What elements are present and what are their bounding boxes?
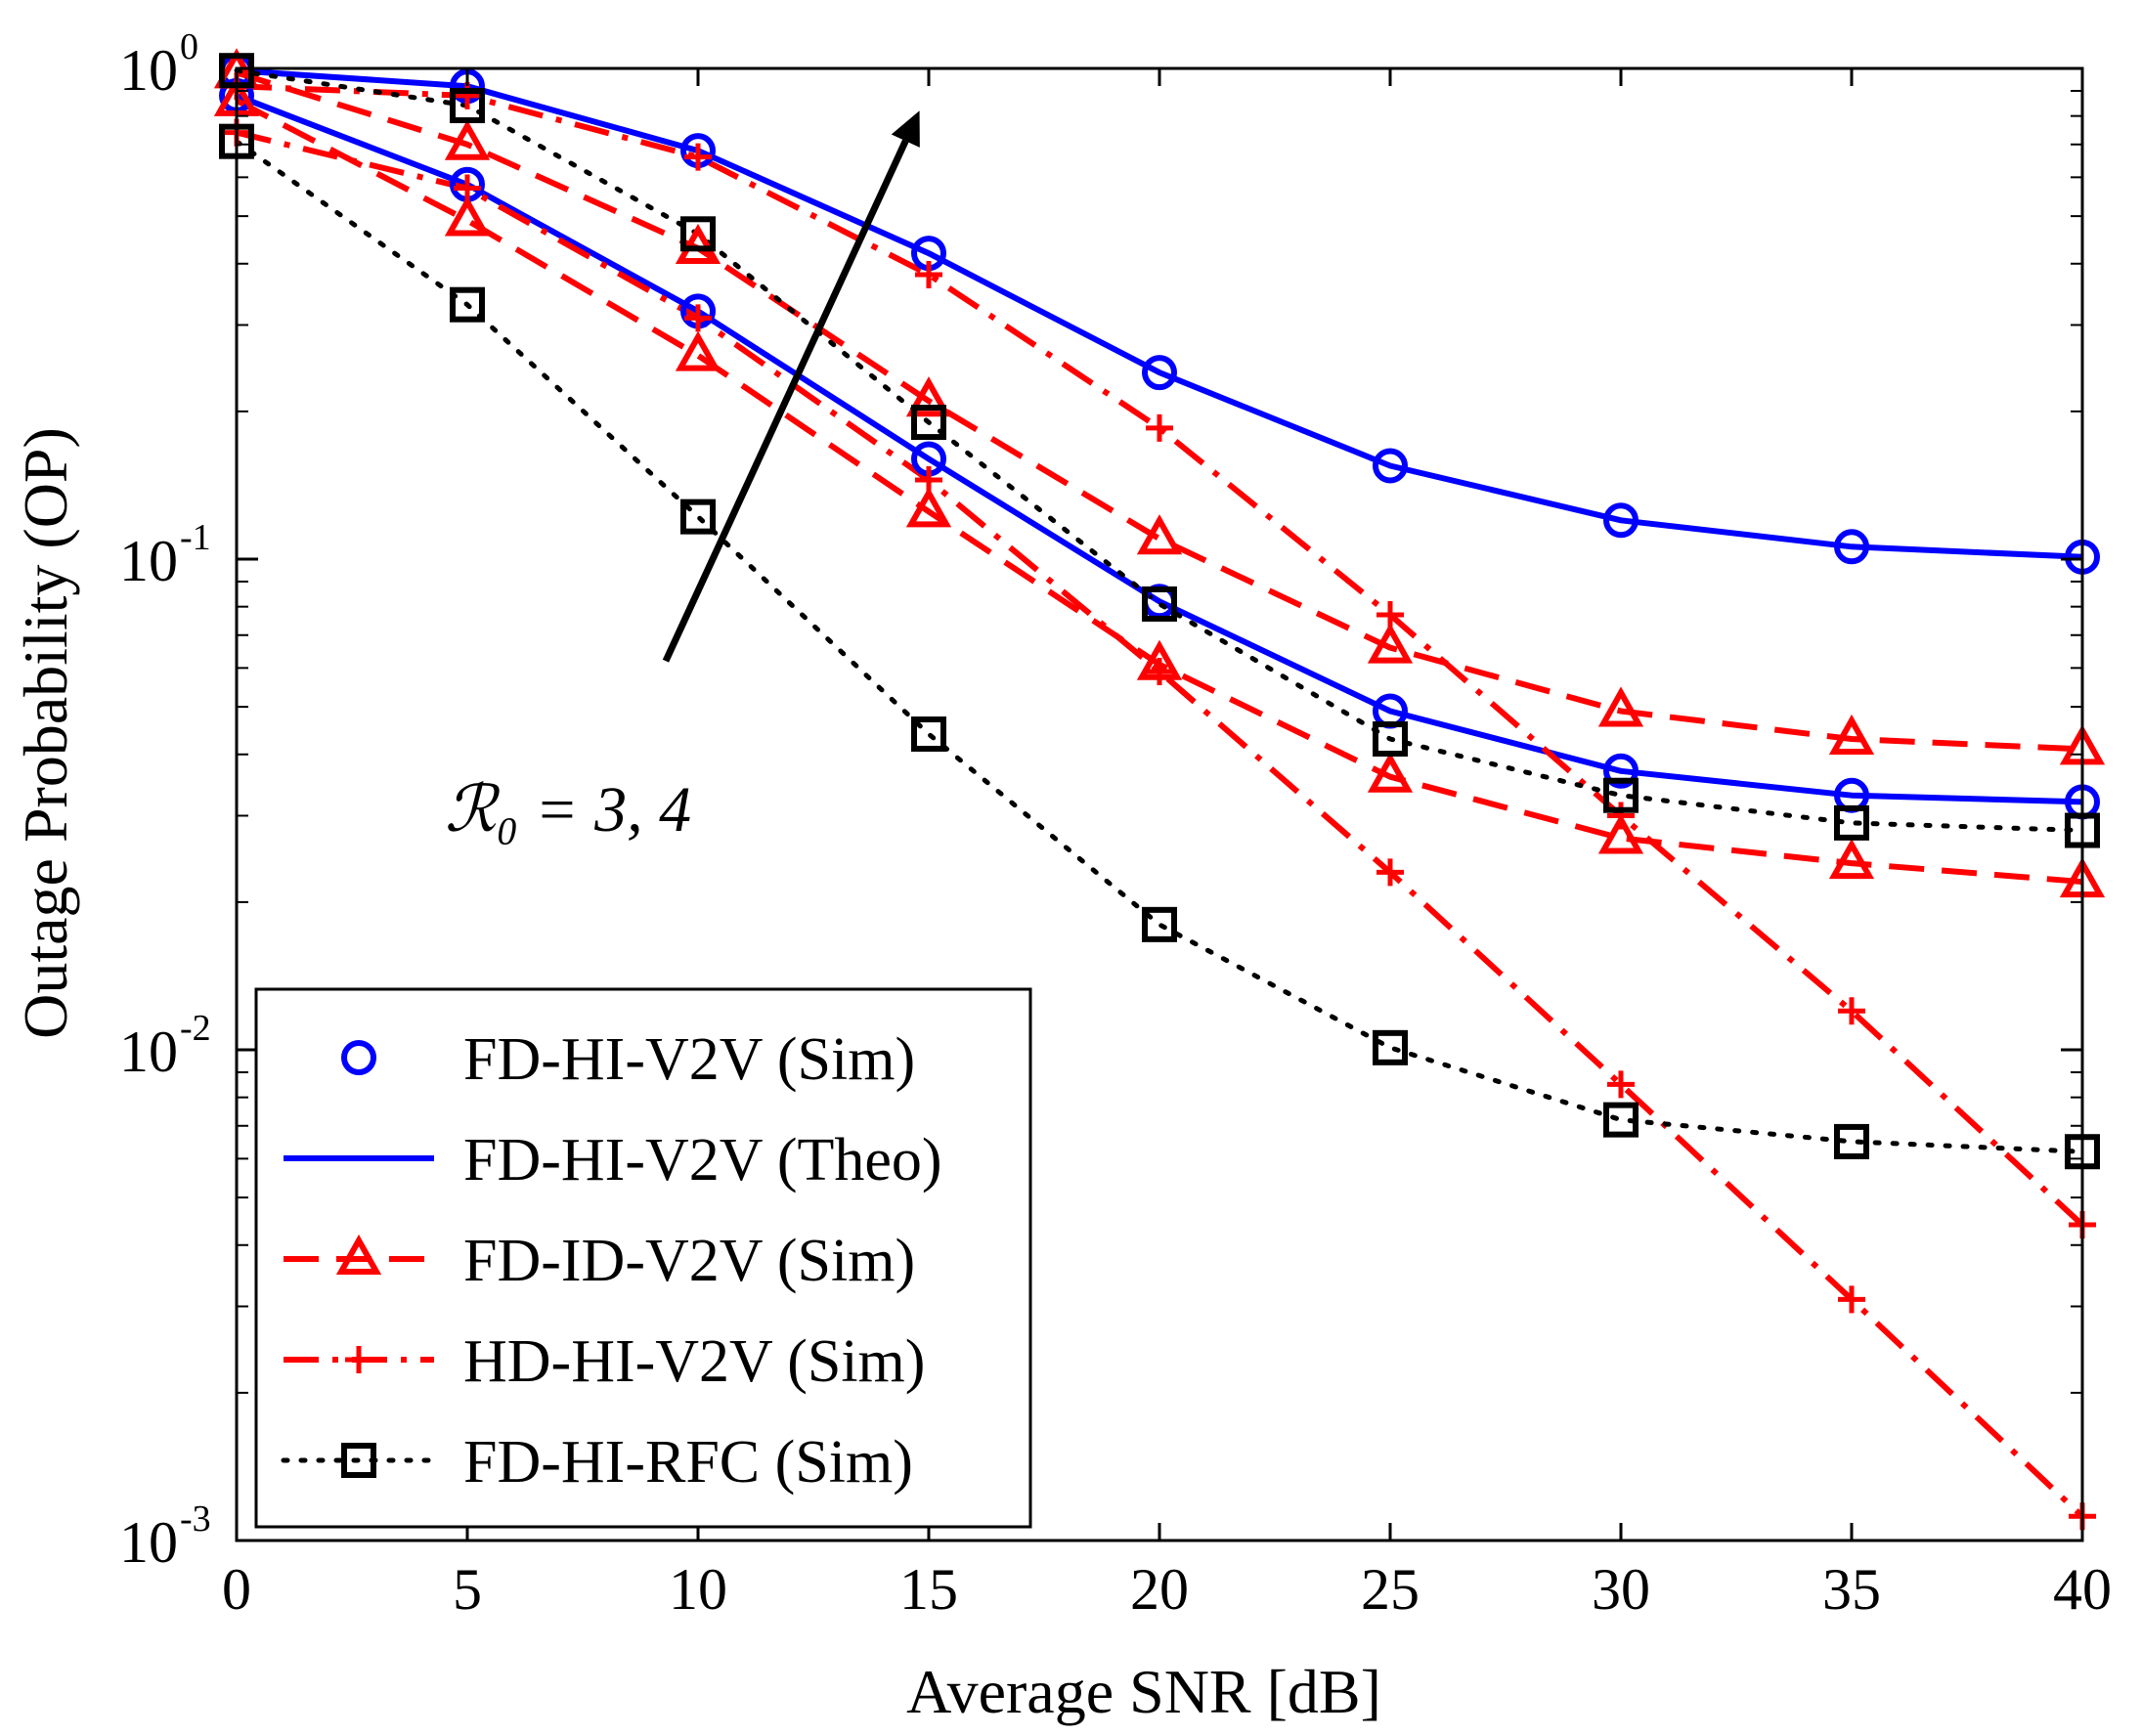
legend-marker-3 <box>345 1346 372 1373</box>
series-line-5 <box>236 83 2085 1228</box>
annotation-label: ℛ₀ = 3, 4 <box>445 774 691 846</box>
legend-label-1: FD-HI-V2V (Theo) <box>463 1127 942 1194</box>
series-3-marker-7 <box>1828 714 1875 755</box>
series-5-marker-5 <box>1376 600 1404 629</box>
series-5-marker-7 <box>1838 997 1865 1025</box>
series-3-marker-3 <box>905 376 952 417</box>
series-4-marker-1 <box>454 174 481 202</box>
y-tick-exponent-0: 0 <box>180 26 198 67</box>
legend-marker-2 <box>335 1234 382 1275</box>
series-3-marker-4 <box>1136 514 1183 555</box>
y-tick-label-2: 10 <box>119 1020 178 1084</box>
x-tick-label-3: 15 <box>899 1557 958 1622</box>
x-tick-label-5: 25 <box>1361 1557 1420 1622</box>
legend-label-4: FD-HI-RFC (Sim) <box>463 1429 913 1496</box>
series-3-marker-6 <box>1597 686 1644 727</box>
y-tick-exponent-2: -2 <box>180 1008 211 1049</box>
series-7-marker-2 <box>680 216 716 252</box>
series-7-marker-4 <box>1142 586 1177 622</box>
y-tick-label-0: 10 <box>119 38 178 103</box>
x-tick-label-0: 0 <box>222 1557 251 1622</box>
annotation-group: ℛ₀ = 3, 4 <box>445 110 920 846</box>
series-6-marker-3 <box>911 716 946 752</box>
series-line-0 <box>235 93 2083 805</box>
series-line-6 <box>234 139 2085 1154</box>
series-5-marker-1 <box>454 81 481 109</box>
series-4-marker-4 <box>1146 658 1173 686</box>
series-2-marker-2 <box>675 330 721 371</box>
x-axis-label: Average SNR [dB] <box>906 1657 1381 1726</box>
series-2-marker-5 <box>1367 752 1414 793</box>
series-2-marker-6 <box>1597 813 1644 854</box>
series-7-marker-1 <box>450 88 485 124</box>
series-7-marker-5 <box>1373 720 1408 757</box>
legend-box <box>254 987 1032 1529</box>
x-tick-label-7: 35 <box>1822 1557 1881 1622</box>
series-7-marker-7 <box>1834 804 1869 841</box>
series-6-marker-7 <box>1834 1123 1869 1159</box>
series-7-marker-3 <box>911 405 946 441</box>
series-2-marker-3 <box>905 487 952 528</box>
series-5-marker-6 <box>1607 802 1635 830</box>
series-3-marker-2 <box>675 223 721 264</box>
series-7-marker-6 <box>1603 777 1639 813</box>
series-4-marker-5 <box>1376 858 1404 887</box>
series-line-1 <box>236 67 2083 560</box>
series-2-marker-7 <box>1828 839 1875 880</box>
legend-label-3: HD-HI-V2V (Sim) <box>463 1328 925 1395</box>
y-tick-exponent-1: -1 <box>180 517 211 558</box>
series-6-marker-2 <box>680 499 716 535</box>
series-1-marker-4 <box>1142 355 1177 391</box>
series-2-marker-1 <box>444 195 491 237</box>
x-tick-label-4: 20 <box>1130 1557 1189 1622</box>
series-6-marker-6 <box>1603 1102 1639 1138</box>
legend: FD-HI-V2V (Sim) FD-HI-V2V (Theo) FD-ID-V2V… <box>254 987 1032 1529</box>
annotation-arrow-shaft <box>662 139 909 663</box>
series-1-marker-7 <box>1834 529 1869 565</box>
series-1-marker-5 <box>1373 448 1408 484</box>
series-0-marker-6 <box>1603 753 1639 789</box>
series-4-marker-2 <box>684 304 712 332</box>
series-5-marker-4 <box>1146 413 1173 442</box>
x-tick-label-2: 10 <box>669 1557 727 1622</box>
legend-label-2: FD-ID-V2V (Sim) <box>463 1228 915 1294</box>
y-tick-label-1: 10 <box>119 529 178 593</box>
series-6-marker-5 <box>1373 1029 1408 1065</box>
series-4-marker-7 <box>1838 1285 1865 1314</box>
series-3-marker-5 <box>1367 623 1414 664</box>
series-4-marker-3 <box>915 465 942 494</box>
series-1-marker-6 <box>1603 502 1639 539</box>
series-line-4 <box>236 129 2085 1519</box>
x-tick-label-6: 30 <box>1592 1557 1650 1622</box>
y-tick-exponent-3: -3 <box>180 1498 211 1540</box>
series-4-marker-6 <box>1607 1070 1635 1099</box>
annotation-arrow-head <box>891 110 920 148</box>
y-tick-label-3: 10 <box>119 1510 178 1575</box>
legend-marker-4 <box>341 1443 376 1478</box>
y-axis-label: Outage Probability (OP) <box>11 427 80 1039</box>
series-line-7 <box>234 67 2085 833</box>
series-line-3 <box>236 69 2083 753</box>
series-3-marker-1 <box>444 119 491 160</box>
x-tick-label-1: 5 <box>453 1557 482 1622</box>
series-5-marker-2 <box>684 143 712 171</box>
series-6-marker-4 <box>1142 906 1177 942</box>
series-6-marker-1 <box>450 286 485 323</box>
x-tick-label-8: 40 <box>2053 1557 2112 1622</box>
legend-marker-0 <box>341 1040 376 1075</box>
legend-label-0: FD-HI-V2V (Sim) <box>463 1026 915 1093</box>
series-5-marker-3 <box>915 260 942 288</box>
